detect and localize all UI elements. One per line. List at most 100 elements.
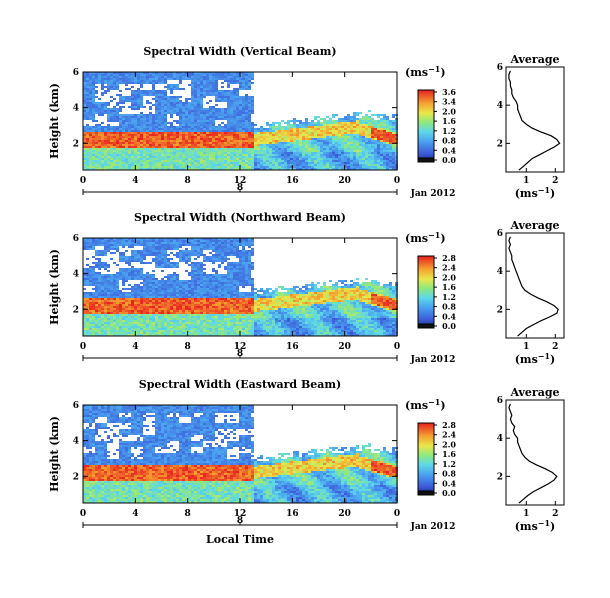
colorbar-floor	[417, 157, 435, 163]
colorbar-tick-label: 2.0	[442, 106, 456, 116]
colorbar-tick-label: 2.0	[442, 272, 456, 282]
average-x-tick-label: 1	[523, 176, 529, 186]
colorbar-tick-label: 0.4	[442, 145, 456, 155]
colorbar-tick-label: 0.0	[442, 155, 456, 165]
y-tick-label: 4	[73, 270, 79, 280]
average-x-tick-label: 1	[523, 509, 529, 519]
heatmap-field	[83, 72, 398, 170]
colorbar-tick-label: 1.2	[442, 126, 456, 136]
colorbar-unit: (ms−1)	[405, 230, 446, 245]
colorbar-tick-label: 1.6	[442, 449, 456, 459]
y-tick-label: 4	[73, 437, 79, 447]
panel-2: Spectral Width (Northward Beam) 2 4 6 Height…	[48, 211, 565, 366]
panel-3: Spectral Width (Eastward Beam) 2 4 6 Height …	[48, 378, 565, 546]
y-tick-label: 6	[73, 234, 79, 244]
average-y-tick-label: 2	[497, 305, 503, 315]
heatmap-field	[83, 238, 398, 336]
date-label: Jan 2012	[410, 522, 456, 532]
colorbar-floor	[417, 323, 435, 329]
colorbar-tick-label: 1.2	[442, 459, 456, 469]
average-y-tick-label: 2	[497, 139, 503, 149]
y-tick-label: 2	[73, 305, 79, 315]
y-axis-label: Height (km)	[48, 416, 61, 492]
colorbar-tick-label: 1.6	[442, 116, 456, 126]
x-tick-label: 0	[80, 176, 86, 186]
average-x-tick-label: 2	[552, 342, 558, 352]
date-label: Jan 2012	[410, 189, 456, 199]
x-tick-label: 4	[132, 509, 138, 519]
panel-1: Spectral Width (Vertical Beam) 2 4 6 Height …	[48, 45, 565, 200]
heatmap-field	[83, 405, 398, 503]
y-axis-label: Height (km)	[48, 249, 61, 325]
colorbar-tick-label: 0.0	[442, 321, 456, 331]
average-y-tick-label: 6	[497, 396, 503, 406]
colorbar-floor	[417, 490, 435, 496]
average-x-tick-label: 2	[552, 176, 558, 186]
x-tick-label: 12	[234, 509, 247, 519]
x-tick-label: 20	[338, 342, 351, 352]
date-marker: 8	[237, 349, 243, 359]
average-title: Average	[509, 219, 559, 232]
panel-title: Spectral Width (Northward Beam)	[134, 211, 346, 224]
average-x-tick-label: 1	[523, 342, 529, 352]
colorbar-tick-label: 2.0	[442, 439, 456, 449]
colorbar-tick-label: 2.8	[442, 253, 456, 263]
x-tick-label: 4	[132, 342, 138, 352]
y-tick-label: 2	[73, 472, 79, 482]
colorbar-tick-label: 1.2	[442, 292, 456, 302]
colorbar-tick-label: 3.6	[442, 87, 456, 97]
colorbar	[417, 255, 435, 329]
colorbar	[417, 89, 435, 163]
average-x-axis-label: (ms−1)	[515, 518, 556, 533]
x-tick-label: 20	[338, 176, 351, 186]
average-y-tick-label: 4	[497, 267, 503, 277]
y-tick-label: 4	[73, 104, 79, 114]
average-title: Average	[509, 386, 559, 399]
colorbar-tick-label: 0.4	[442, 478, 456, 488]
y-tick-label: 6	[73, 68, 79, 78]
colorbar-tick-label: 1.6	[442, 282, 456, 292]
x-tick-label: 8	[185, 509, 191, 519]
x-tick-label: 0	[394, 509, 400, 519]
date-label: Jan 2012	[410, 355, 456, 365]
x-tick-label: 8	[185, 342, 191, 352]
x-tick-label: 12	[234, 342, 247, 352]
date-marker: 8	[237, 183, 243, 193]
x-tick-label: 0	[394, 176, 400, 186]
colorbar-tick-label: 2.4	[442, 263, 456, 273]
average-x-axis-label: (ms−1)	[515, 351, 556, 366]
y-axis-label: Height (km)	[48, 83, 61, 159]
average-title: Average	[509, 53, 559, 66]
colorbar-tick-label: 2.4	[442, 430, 456, 440]
average-frame	[505, 232, 565, 339]
x-tick-label: 8	[185, 176, 191, 186]
x-tick-label: 0	[80, 509, 86, 519]
y-tick-label: 6	[73, 401, 79, 411]
x-tick-label: 20	[338, 509, 351, 519]
x-tick-label: 16	[286, 509, 299, 519]
average-y-tick-label: 6	[497, 229, 503, 239]
average-frame	[505, 399, 565, 506]
panel-title: Spectral Width (Vertical Beam)	[143, 45, 336, 58]
panel-title: Spectral Width (Eastward Beam)	[139, 378, 341, 391]
colorbar-tick-label: 0.8	[442, 302, 456, 312]
colorbar-tick-label: 0.8	[442, 136, 456, 146]
colorbar-tick-label: 2.8	[442, 420, 456, 430]
average-x-tick-label: 2	[552, 509, 558, 519]
average-y-tick-label: 4	[497, 434, 503, 444]
colorbar-tick-label: 0.4	[442, 311, 456, 321]
y-tick-label: 2	[73, 139, 79, 149]
colorbar-tick-label: 0.0	[442, 488, 456, 498]
colorbar-tick-label: 3.4	[442, 97, 456, 107]
x-tick-label: 16	[286, 176, 299, 186]
x-axis-label: Local Time	[206, 533, 274, 546]
x-tick-label: 16	[286, 342, 299, 352]
x-tick-label: 4	[132, 176, 138, 186]
average-profile-line	[508, 236, 559, 337]
x-tick-label: 0	[80, 342, 86, 352]
average-x-axis-label: (ms−1)	[515, 185, 556, 200]
x-tick-label: 0	[394, 342, 400, 352]
